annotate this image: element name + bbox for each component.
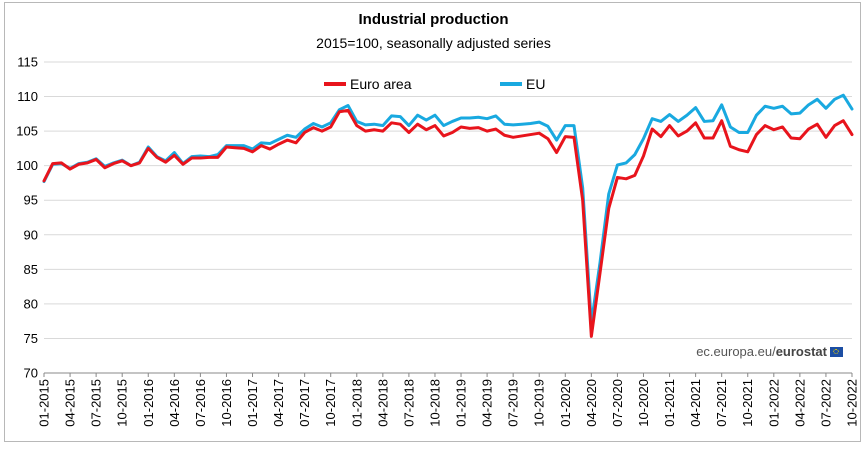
series-line-euro-area <box>42 108 854 338</box>
y-tick-label: 110 <box>17 89 38 104</box>
x-tick-label: 01-2017 <box>245 379 260 427</box>
x-tick-label: 01-2020 <box>558 379 573 427</box>
x-tick-label: 01-2019 <box>454 379 469 427</box>
x-tick-label: 04-2016 <box>167 379 182 427</box>
x-tick-label: 04-2022 <box>792 379 807 427</box>
x-tick-label: 07-2022 <box>818 379 833 427</box>
x-tick-label: 04-2019 <box>480 379 495 427</box>
x-tick-label: 10-2021 <box>740 379 755 427</box>
x-tick-label: 04-2017 <box>271 379 286 427</box>
y-tick-label: 80 <box>24 296 38 311</box>
x-tick-label: 10-2018 <box>427 379 442 427</box>
y-tick-label: 95 <box>24 193 38 208</box>
y-tick-label: 105 <box>16 124 38 139</box>
x-tick-label: 07-2020 <box>610 379 625 427</box>
x-tick-label: 04-2018 <box>375 379 390 427</box>
x-tick-label: 07-2021 <box>714 379 729 427</box>
y-tick-label: 115 <box>17 55 38 70</box>
x-tick-label: 10-2020 <box>636 379 651 427</box>
x-tick-label: 07-2016 <box>193 379 208 427</box>
y-tick-label: 100 <box>16 158 38 173</box>
x-tick-label: 04-2015 <box>63 379 78 427</box>
chart-subtitle: 2015=100, seasonally adjusted series <box>316 35 551 51</box>
x-tick-label: 01-2016 <box>141 379 156 427</box>
x-tick-label: 01-2018 <box>349 379 364 427</box>
x-tick-label: 07-2015 <box>89 379 104 427</box>
y-tick-label: 75 <box>24 331 38 346</box>
y-tick-label: 70 <box>24 366 38 381</box>
series-line-eu <box>42 93 854 325</box>
x-tick-label: 01-2022 <box>766 379 781 427</box>
x-tick-label: 10-2019 <box>532 379 547 427</box>
x-tick-label: 01-2021 <box>662 379 677 427</box>
y-tick-label: 85 <box>24 262 38 277</box>
legend-label-eu: EU <box>526 76 545 92</box>
legend-label-euro-area: Euro area <box>350 76 412 92</box>
eu-flag-icon <box>830 347 843 357</box>
x-tick-label: 01-2015 <box>37 379 52 427</box>
y-tick-label: 90 <box>24 227 38 242</box>
x-tick-label: 10-2022 <box>845 379 860 427</box>
x-tick-label: 04-2020 <box>584 379 599 427</box>
x-tick-label: 10-2017 <box>323 379 338 427</box>
source-credit: ec.europa.eu/eurostat <box>694 344 845 359</box>
x-tick-label: 10-2015 <box>115 379 130 427</box>
x-tick-label: 04-2021 <box>688 379 703 427</box>
x-tick-label: 07-2017 <box>297 379 312 427</box>
chart-frame <box>4 2 861 442</box>
source-url: ec.europa.eu/ <box>696 344 776 359</box>
x-tick-label: 07-2018 <box>401 379 416 427</box>
x-tick-label: 10-2016 <box>219 379 234 427</box>
x-tick-label: 07-2019 <box>506 379 521 427</box>
chart-title: Industrial production <box>358 11 509 28</box>
source-brand: eurostat <box>775 344 827 359</box>
